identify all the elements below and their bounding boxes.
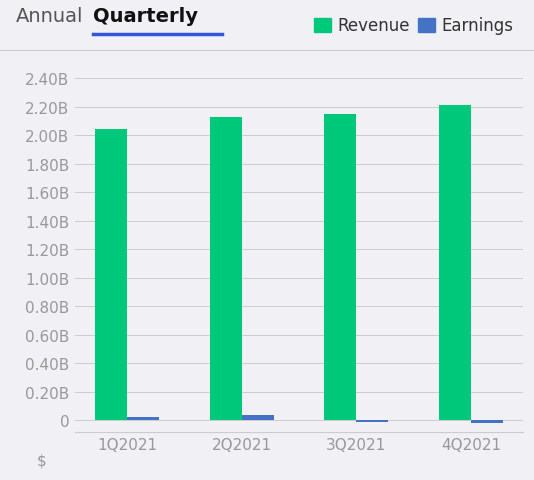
Text: $: $: [36, 453, 46, 468]
Legend: Revenue, Earnings: Revenue, Earnings: [308, 11, 520, 42]
Bar: [127, 417, 159, 420]
Bar: [324, 115, 356, 420]
Bar: [242, 415, 274, 420]
Text: Annual: Annual: [16, 7, 83, 26]
Bar: [439, 106, 471, 420]
Bar: [210, 118, 242, 420]
Bar: [471, 420, 503, 423]
Text: Quarterly: Quarterly: [93, 7, 199, 26]
Bar: [95, 130, 127, 420]
Bar: [356, 420, 388, 422]
